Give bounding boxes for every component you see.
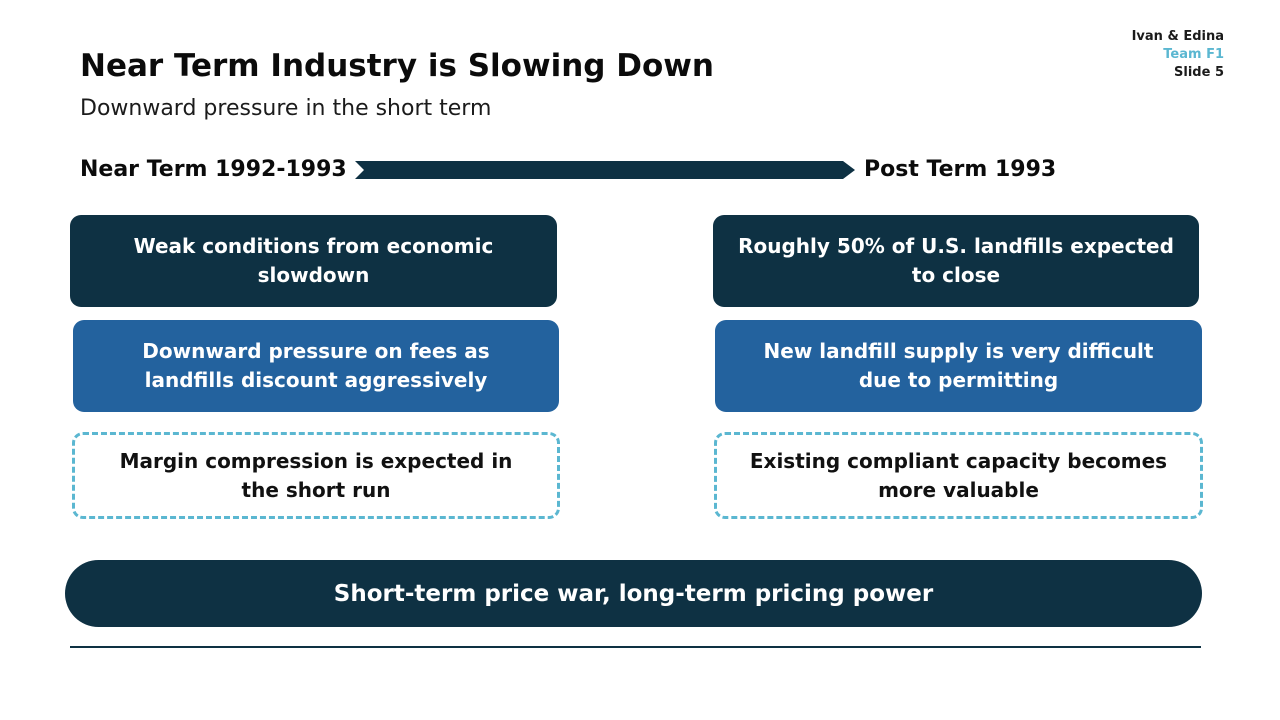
team-label: Team F1 (1163, 47, 1224, 62)
card-text: Existing compliant capacity becomes more… (749, 448, 1168, 502)
post-term-card-1: Roughly 50% of U.S. landfills expected t… (713, 215, 1199, 307)
post-term-card-3: Existing compliant capacity becomes more… (714, 432, 1203, 519)
card-text: Downward pressure on fees as landfills d… (142, 339, 490, 392)
authors-label: Ivan & Edina (1131, 29, 1224, 44)
card-text: New landfill supply is very difficult du… (763, 339, 1154, 392)
near-term-card-1: Weak conditions from economic slowdown (70, 215, 557, 307)
post-term-label: Post Term 1993 (864, 157, 1057, 182)
page-subtitle: Downward pressure in the short term (80, 96, 492, 121)
card-text: Weak conditions from economic slowdown (133, 234, 494, 287)
near-term-card-3: Margin compression is expected in the sh… (72, 432, 560, 519)
page-title: Near Term Industry is Slowing Down (80, 48, 715, 84)
card-text: Margin compression is expected in the sh… (119, 448, 513, 502)
near-term-label: Near Term 1992-1993 (80, 157, 347, 182)
slide-number: Slide 5 (1174, 65, 1224, 80)
timeline-arrow-icon (355, 161, 855, 179)
bottom-divider (70, 646, 1201, 648)
summary-banner: Short-term price war, long-term pricing … (65, 560, 1202, 627)
card-text: Roughly 50% of U.S. landfills expected t… (738, 234, 1174, 287)
near-term-card-2: Downward pressure on fees as landfills d… (73, 320, 559, 412)
slide-meta: Ivan & Edina Team F1 Slide 5 (1132, 28, 1224, 82)
post-term-card-2: New landfill supply is very difficult du… (715, 320, 1202, 412)
